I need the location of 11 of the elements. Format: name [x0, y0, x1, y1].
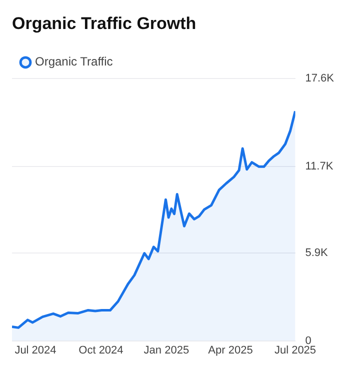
y-tick-label: 5.9K: [305, 246, 329, 259]
y-tick-label: 0: [305, 334, 312, 347]
legend-label: Organic Traffic: [35, 54, 113, 69]
x-tick-label: Jul 2025: [274, 344, 316, 356]
y-tick-label: 11.7K: [305, 160, 334, 172]
x-tick-label: Apr 2025: [208, 344, 253, 356]
x-tick-label: Oct 2024: [78, 344, 124, 356]
x-tick-label: Jan 2025: [144, 344, 190, 356]
y-tick-label: 17.6K: [305, 72, 335, 84]
chart-title: Organic Traffic Growth: [12, 14, 196, 33]
x-tick-label: Jul 2024: [14, 344, 56, 356]
